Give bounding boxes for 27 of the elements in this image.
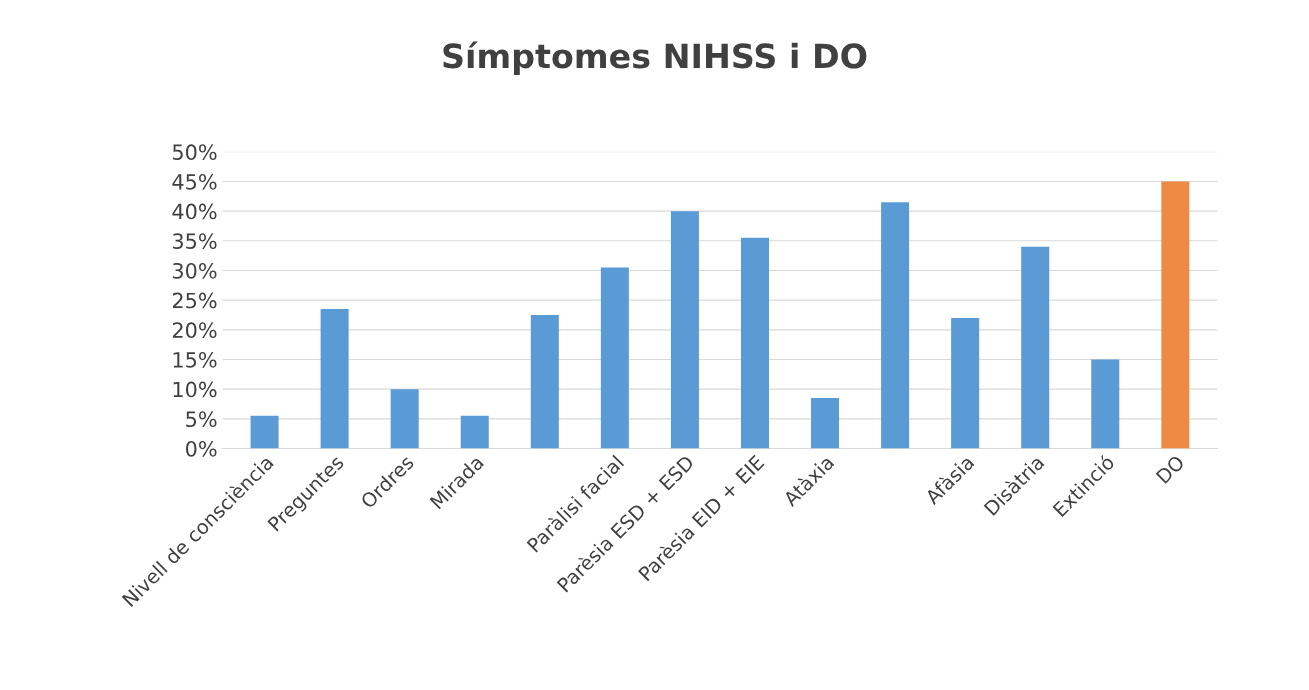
y-tick-label: 5% xyxy=(186,411,217,428)
bar xyxy=(811,398,840,449)
y-tick-label: 50% xyxy=(172,144,217,161)
bar xyxy=(390,389,419,449)
y-tick-label: 35% xyxy=(172,233,217,250)
chart-title: Símptomes NIHSS i DO xyxy=(443,41,867,75)
bar xyxy=(740,237,769,449)
bar xyxy=(1161,181,1190,449)
bar xyxy=(1091,359,1120,449)
y-tick-label: 45% xyxy=(172,173,217,190)
x-tick-label: DO xyxy=(1155,454,1186,485)
bar xyxy=(881,202,910,449)
y-tick-label: 25% xyxy=(172,292,217,309)
y-tick-label: 10% xyxy=(173,381,217,398)
y-tick-label: 15% xyxy=(173,351,217,368)
bar xyxy=(530,314,559,449)
bar xyxy=(670,211,699,449)
bar xyxy=(600,267,629,449)
y-tick-label: 30% xyxy=(172,262,217,279)
bar xyxy=(951,317,980,449)
y-tick-label: 40% xyxy=(172,203,217,220)
bar xyxy=(1021,246,1050,449)
bar xyxy=(250,415,279,449)
bar xyxy=(460,415,489,449)
bar xyxy=(320,309,349,449)
y-tick-label: 0% xyxy=(185,440,217,457)
y-tick-label: 20% xyxy=(172,322,217,339)
